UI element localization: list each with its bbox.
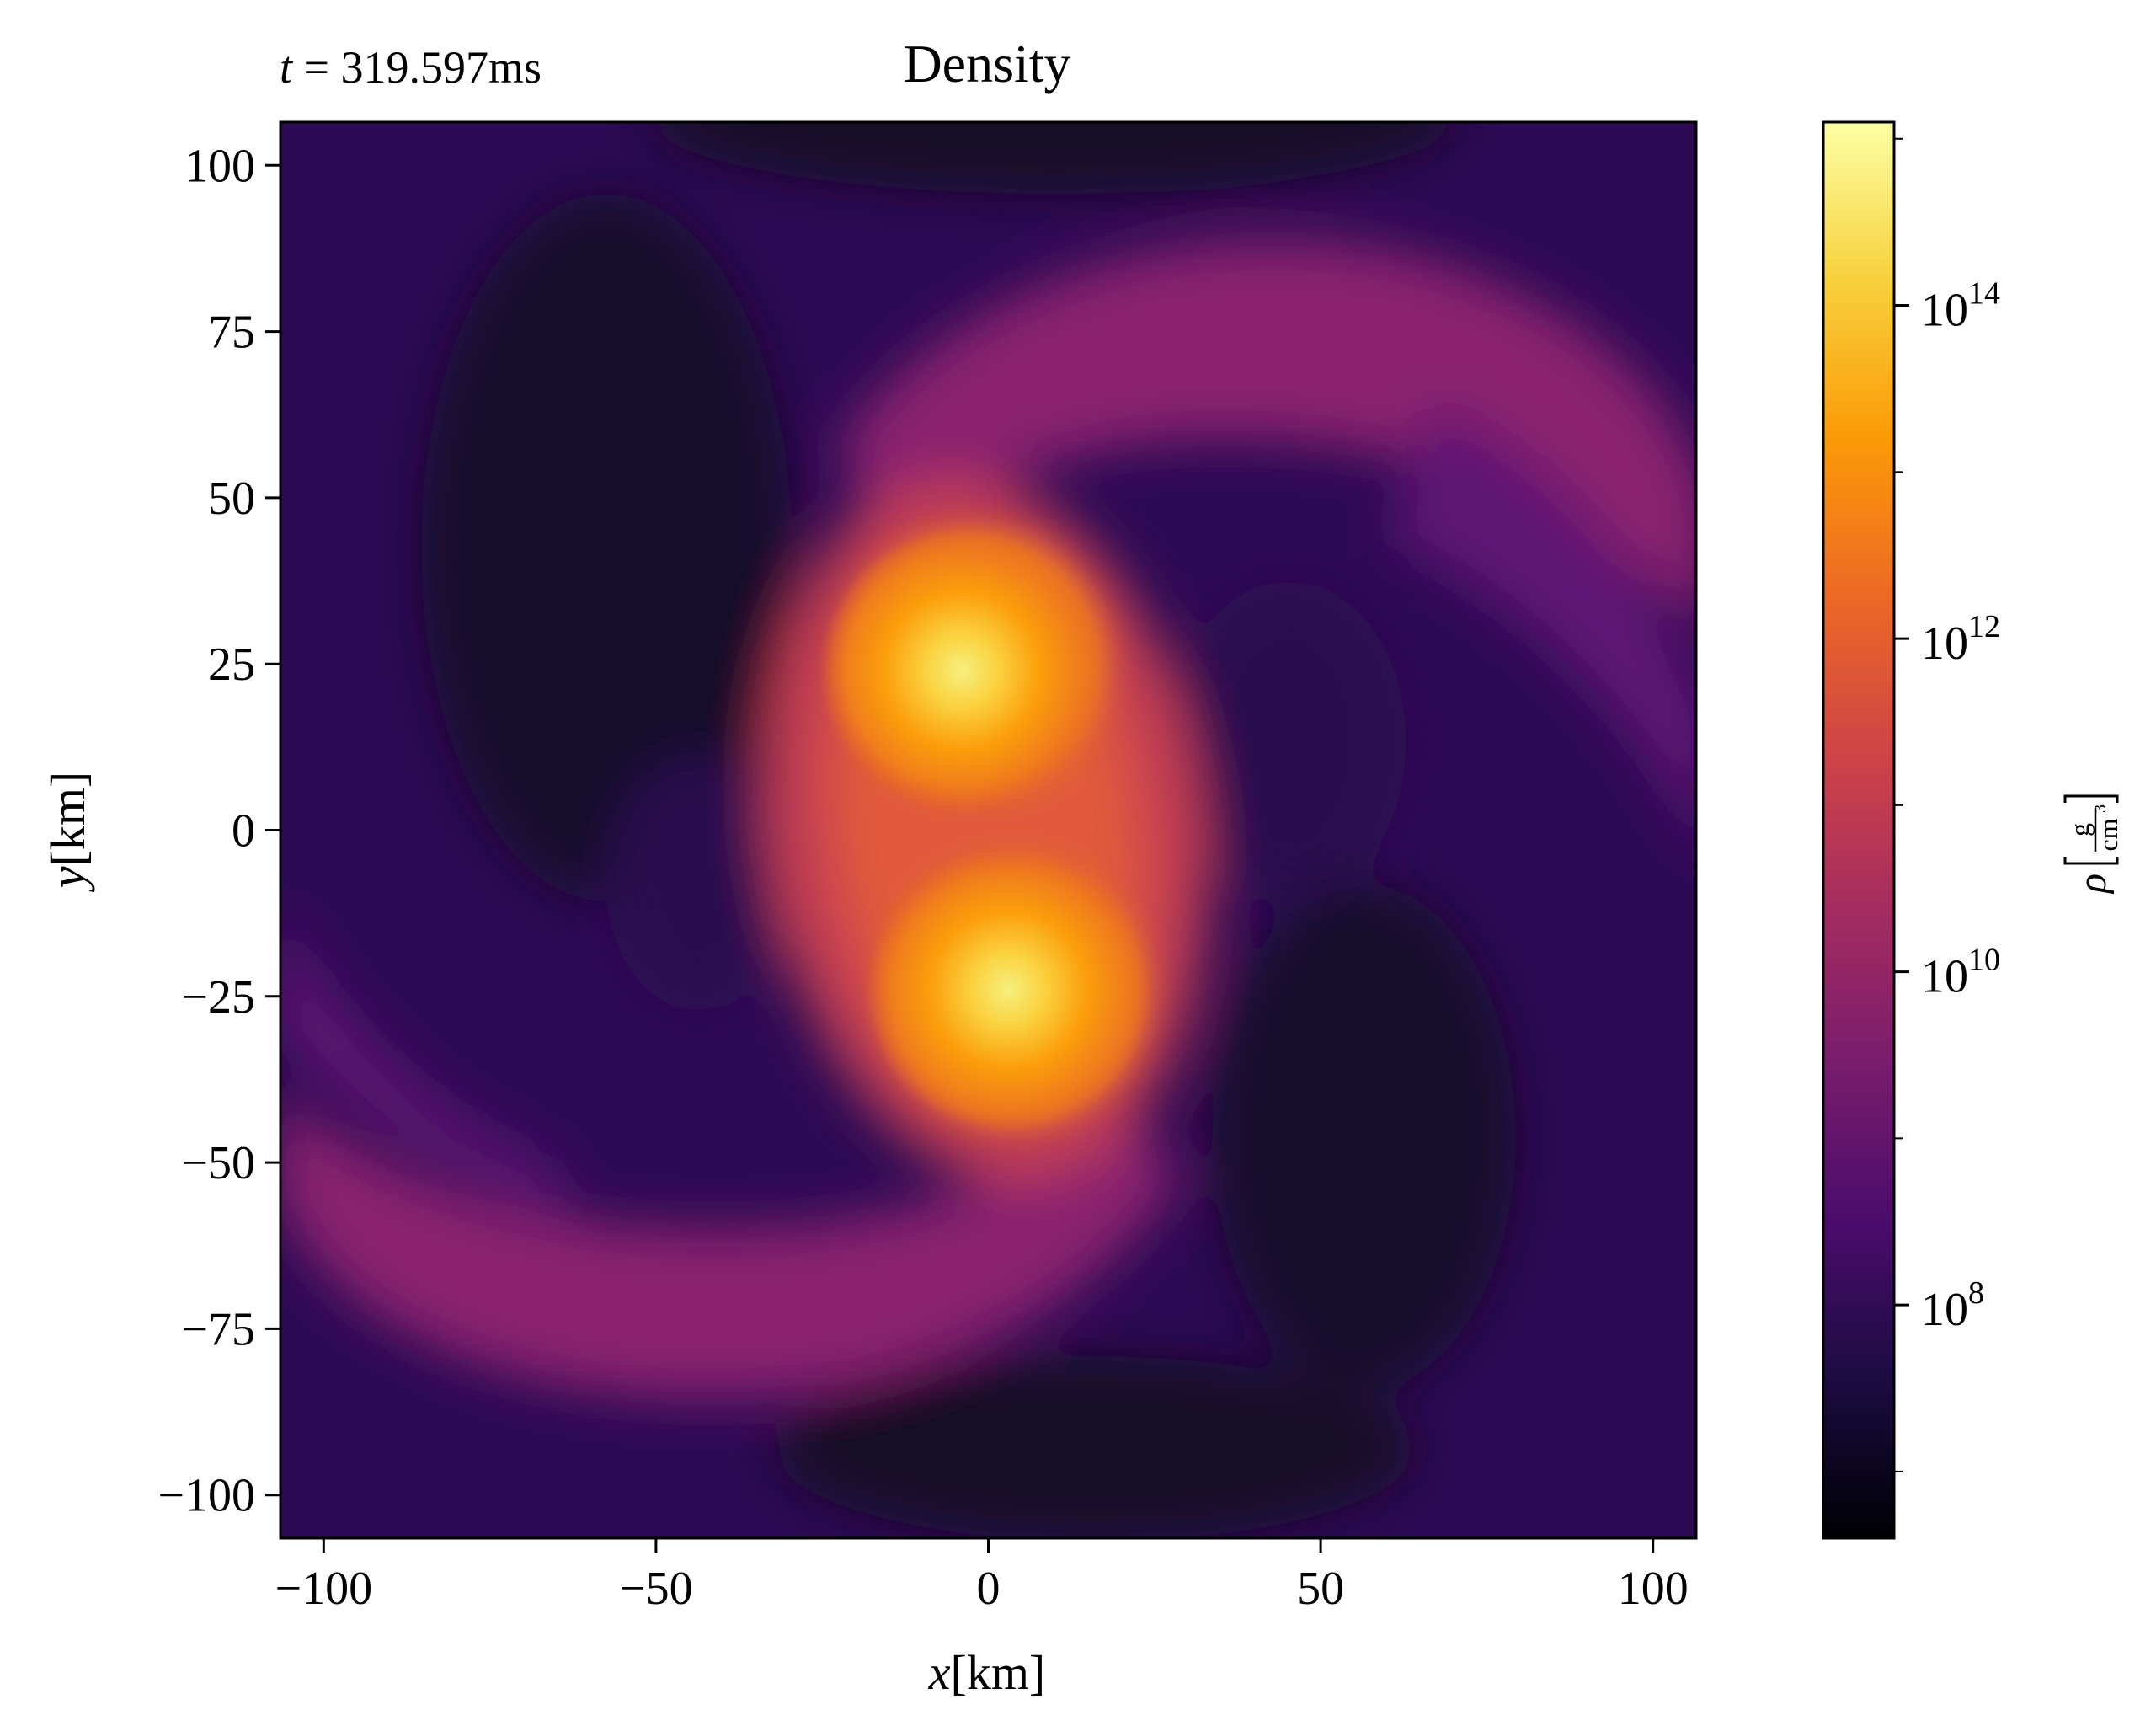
colorbar-tick-label: 1010: [1921, 943, 2000, 1003]
y-axis-ticks: 100 75 50 25 0 −25 −50 −75 −100: [157, 140, 280, 1522]
y-tick-label: 100: [184, 140, 255, 192]
void-region: [1171, 581, 1406, 901]
spiral-arm-upper: [842, 240, 1696, 619]
y-tick-label: 50: [208, 473, 255, 525]
y-tick-label: −50: [181, 1137, 255, 1189]
x-axis-ticks: −100 −50 0 50 100: [275, 1538, 1689, 1615]
colorbar: [1822, 120, 1896, 1540]
x-tick-label: −100: [275, 1563, 373, 1615]
x-tick-label: 100: [1618, 1563, 1689, 1615]
void-region: [648, 122, 1457, 194]
colorbar-label-den-exp: 3: [2091, 804, 2110, 813]
chart-title: Density: [903, 34, 1070, 94]
colorbar-label: ρ g cm 3: [2063, 794, 2123, 895]
colorbar-label-var: ρ: [2070, 874, 2115, 895]
spiral-arm-upper-outer: [1390, 404, 1696, 834]
heatmap-plot: [280, 122, 1696, 1538]
y-tick-label: 0: [232, 805, 255, 858]
colorbar-tick-label: 108: [1921, 1275, 1984, 1336]
upper-core: [818, 527, 1105, 815]
y-axis-label: y[km]: [40, 772, 95, 893]
colorbar-label-num: g: [2064, 823, 2095, 836]
x-tick-label: 0: [977, 1563, 1001, 1615]
y-tick-label: 25: [208, 639, 255, 691]
time-label: t = 319.597ms: [280, 42, 542, 93]
y-tick-label: −100: [157, 1470, 255, 1522]
colorbar-label-den: cm: [2093, 818, 2123, 851]
y-tick-label: −75: [181, 1303, 255, 1355]
lower-core: [865, 846, 1152, 1133]
colorbar-tick-label: 1014: [1921, 276, 2000, 337]
y-tick-label: 75: [208, 307, 255, 359]
y-tick-label: −25: [181, 971, 255, 1023]
void-region: [421, 194, 792, 901]
colorbar-tick-label: 1012: [1921, 609, 2000, 670]
void-region: [606, 758, 792, 1011]
void-region: [1213, 884, 1516, 1390]
spiral-arm-lower: [280, 1095, 1179, 1398]
spiral-arm-lower-outer: [280, 914, 573, 1213]
colorbar-label-bracket-right: [2063, 794, 2119, 803]
void-region: [775, 1356, 1415, 1538]
x-tick-label: 50: [1297, 1563, 1344, 1615]
density-cores: [818, 527, 1152, 1133]
colorbar-ticks: 1014 1012 1010 108: [1894, 137, 2000, 1472]
colorbar-label-bracket-left: [2063, 857, 2119, 865]
x-axis-label: x[km]: [928, 1645, 1046, 1700]
x-tick-label: −50: [619, 1563, 693, 1615]
